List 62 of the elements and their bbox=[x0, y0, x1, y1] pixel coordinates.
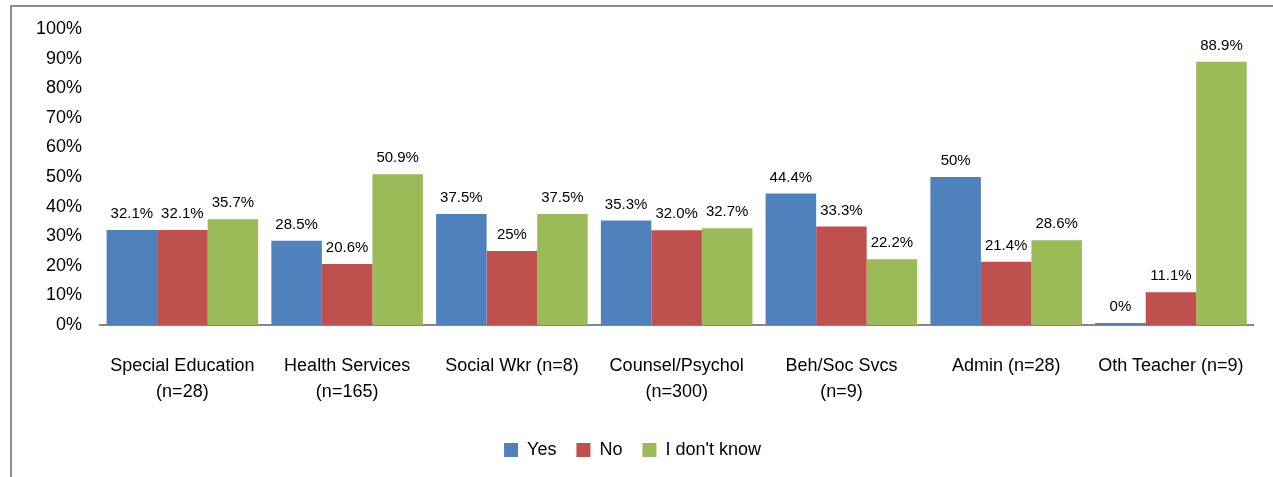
y-tick-label: 30% bbox=[45, 225, 82, 246]
data-label: 32.1% bbox=[110, 204, 154, 222]
bar bbox=[980, 261, 1032, 325]
legend-label: I don't know bbox=[665, 438, 762, 459]
data-label: 44.4% bbox=[769, 167, 813, 185]
bar bbox=[1196, 61, 1247, 325]
y-tick-label: 90% bbox=[45, 47, 82, 68]
bar bbox=[866, 259, 918, 325]
data-label: 88.9% bbox=[1200, 36, 1243, 53]
data-label: 35.3% bbox=[604, 194, 648, 212]
x-tick-label: Health Services (n=165) bbox=[284, 354, 411, 401]
bar bbox=[271, 240, 322, 325]
x-tick-label: Admin (n=28) bbox=[951, 354, 1061, 375]
data-label: 22.2% bbox=[870, 233, 914, 251]
bar bbox=[765, 193, 817, 325]
bar bbox=[816, 226, 867, 325]
y-tick-label: 0% bbox=[55, 313, 82, 334]
data-label: 20.6% bbox=[325, 238, 369, 256]
x-tick-label: Social Wkr (n=8) bbox=[445, 354, 579, 375]
data-label: 28.6% bbox=[1035, 214, 1078, 232]
y-tick-label: 100% bbox=[35, 17, 82, 38]
x-tick-label: Beh/Soc Svcs (n=9) bbox=[785, 354, 898, 401]
bar bbox=[436, 214, 487, 325]
data-label: 33.3% bbox=[820, 200, 863, 218]
bar bbox=[486, 251, 538, 325]
bar bbox=[157, 229, 208, 325]
bar bbox=[106, 229, 158, 325]
data-label: 32.1% bbox=[161, 204, 204, 222]
y-tick-label: 20% bbox=[45, 254, 82, 275]
x-tick-label: Oth Teacher (n=9) bbox=[1098, 354, 1244, 375]
data-label: 32.0% bbox=[655, 204, 698, 222]
data-label: 32.7% bbox=[705, 202, 749, 220]
y-tick-label: 40% bbox=[45, 195, 82, 216]
data-label: 28.5% bbox=[275, 214, 318, 232]
data-label: 11.1% bbox=[1150, 266, 1192, 284]
data-label: 21.4% bbox=[984, 235, 1028, 253]
bar bbox=[1031, 240, 1082, 325]
data-label: 37.5% bbox=[440, 188, 483, 206]
x-tick-label: Special Education (n=28) bbox=[110, 354, 255, 401]
data-label: 37.5% bbox=[541, 188, 584, 206]
data-label: 50.9% bbox=[376, 148, 419, 166]
bar bbox=[321, 264, 373, 325]
x-tick-label: Counsel/Psychol (n=300) bbox=[609, 354, 744, 401]
bar bbox=[651, 230, 702, 325]
legend-label: No bbox=[599, 438, 623, 459]
data-label: 35.7% bbox=[211, 193, 255, 211]
data-label: 25% bbox=[496, 225, 527, 243]
data-label: 50% bbox=[940, 151, 971, 169]
y-tick-label: 80% bbox=[45, 77, 82, 98]
data-label: 0% bbox=[1109, 297, 1132, 315]
y-tick-label: 60% bbox=[45, 136, 82, 157]
bar bbox=[207, 219, 259, 325]
y-tick-label: 50% bbox=[45, 165, 82, 186]
bar bbox=[1145, 292, 1197, 325]
bar bbox=[372, 174, 423, 325]
y-tick-label: 10% bbox=[45, 284, 82, 305]
legend-label: Yes bbox=[527, 438, 557, 459]
bar bbox=[537, 214, 588, 325]
bar bbox=[600, 220, 652, 325]
y-tick-label: 70% bbox=[45, 106, 82, 127]
bar bbox=[701, 228, 753, 325]
bar bbox=[930, 177, 981, 325]
